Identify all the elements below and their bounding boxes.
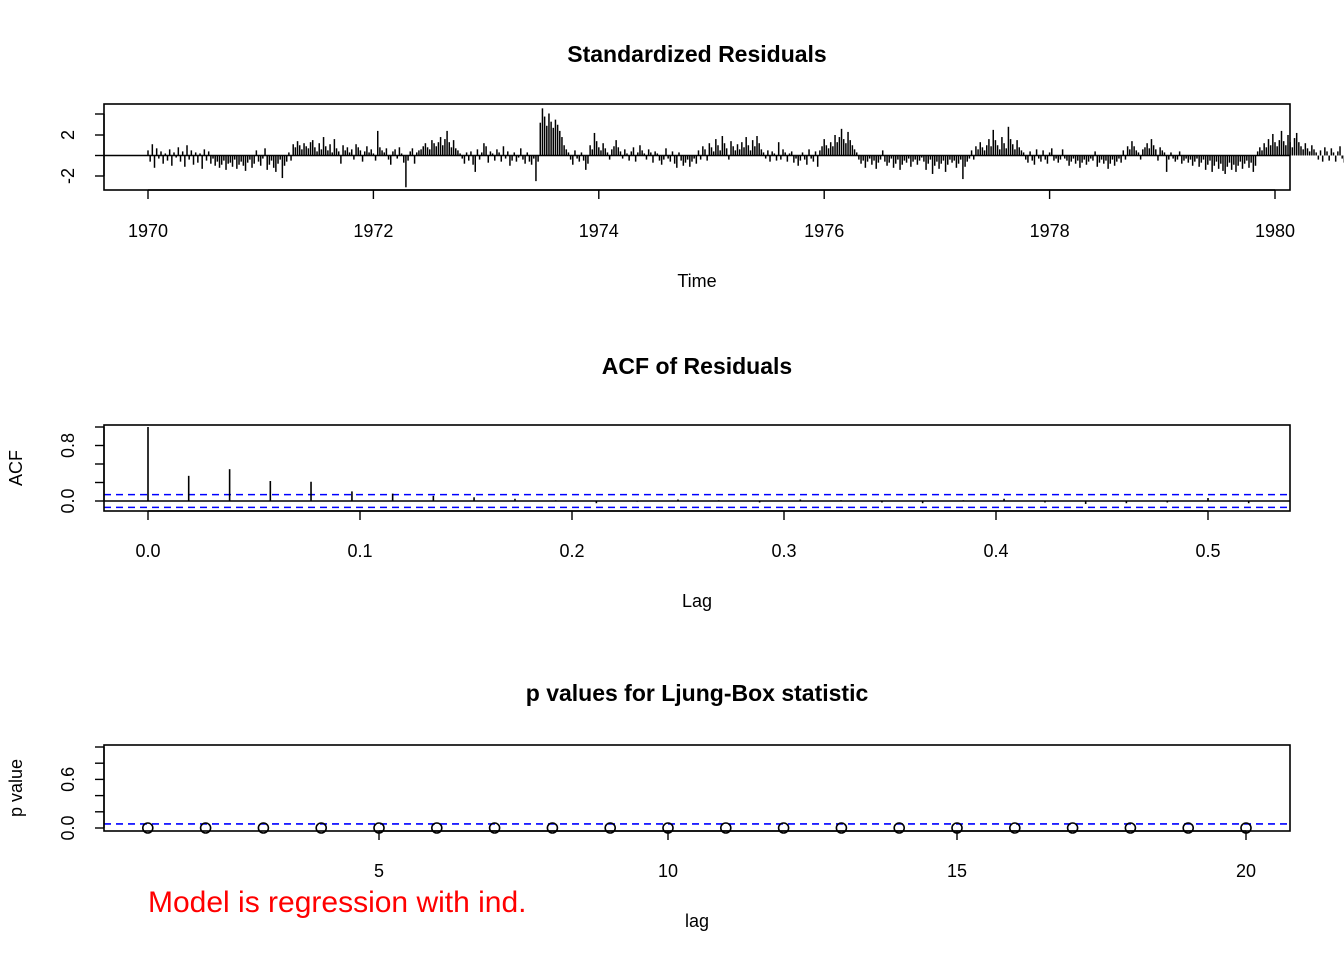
residuals-x-axis: 1970 1972 1974 1976 1978 1980 xyxy=(128,189,1295,241)
residuals-y-axis: 2 -2 xyxy=(58,113,105,184)
p-value-point xyxy=(777,822,790,834)
residuals-panel: Standardized Residuals 1970 1972 1974 19… xyxy=(58,41,1344,291)
residuals-x-tick-label: 1978 xyxy=(1030,221,1070,241)
ljung-box-y-label: p value xyxy=(6,759,26,817)
p-value-point xyxy=(257,822,270,834)
acf-y-tick-label: 0.0 xyxy=(58,488,78,513)
residuals-title: Standardized Residuals xyxy=(567,41,826,67)
p-value-point xyxy=(1008,822,1021,834)
acf-y-tick-label: 0.8 xyxy=(58,433,78,458)
p-value-point xyxy=(199,822,212,834)
ljung-box-x-tick-label: 15 xyxy=(947,861,967,881)
acf-x-label: Lag xyxy=(682,591,712,611)
acf-plot-box xyxy=(103,424,1291,512)
ljung-box-points xyxy=(104,822,1290,834)
residuals-x-label: Time xyxy=(677,271,716,291)
ljung-box-y-tick-label: 0.0 xyxy=(58,815,78,840)
residuals-x-tick-label: 1976 xyxy=(804,221,844,241)
acf-x-tick-label: 0.5 xyxy=(1195,541,1220,561)
p-value-point xyxy=(315,822,328,834)
p-value-point xyxy=(430,822,443,834)
ljung-box-x-tick-label: 20 xyxy=(1236,861,1256,881)
ljung-box-x-axis: 5 10 15 20 xyxy=(374,830,1256,881)
ljung-box-y-axis: 0.6 0.0 xyxy=(58,746,105,841)
ljung-box-panel: p values for Ljung-Box statistic 5 10 15… xyxy=(6,680,1291,931)
ljung-box-x-tick-label: 10 xyxy=(658,861,678,881)
residuals-bars xyxy=(147,108,1344,188)
acf-x-tick-label: 0.1 xyxy=(347,541,372,561)
ljung-box-title: p values for Ljung-Box statistic xyxy=(526,680,869,706)
ljung-box-plot-box xyxy=(103,744,1291,832)
p-value-point xyxy=(546,822,559,834)
p-value-point xyxy=(604,822,617,834)
acf-panel: ACF of Residuals 0.0 0.1 0.2 0.3 0.4 0.5… xyxy=(6,353,1291,611)
residuals-x-tick-label: 1970 xyxy=(128,221,168,241)
p-value-point xyxy=(1182,822,1194,834)
residuals-y-tick-label: -2 xyxy=(58,168,78,184)
p-value-point xyxy=(719,822,732,834)
ljung-box-y-tick-label: 0.6 xyxy=(58,767,78,792)
p-value-point xyxy=(488,822,501,834)
ljung-box-x-tick-label: 5 xyxy=(374,861,384,881)
residuals-x-tick-label: 1972 xyxy=(353,221,393,241)
acf-y-axis: 0.8 0.0 xyxy=(58,426,105,514)
acf-x-tick-label: 0.0 xyxy=(135,541,160,561)
residuals-y-tick-label: 2 xyxy=(58,130,78,140)
p-value-point xyxy=(893,822,906,834)
acf-title: ACF of Residuals xyxy=(602,353,792,379)
p-value-point xyxy=(1124,822,1137,834)
residuals-x-tick-label: 1980 xyxy=(1255,221,1295,241)
acf-y-label: ACF xyxy=(6,450,26,486)
model-note: Model is regression with ind. xyxy=(148,886,527,919)
p-value-point xyxy=(142,822,154,834)
ljung-box-x-label: lag xyxy=(685,911,709,931)
acf-x-tick-label: 0.3 xyxy=(771,541,796,561)
residuals-x-tick-label: 1974 xyxy=(579,221,619,241)
acf-spikes xyxy=(104,427,1290,509)
p-value-point xyxy=(1066,822,1079,834)
acf-x-tick-label: 0.4 xyxy=(983,541,1008,561)
p-value-point xyxy=(835,822,848,834)
acf-x-axis: 0.0 0.1 0.2 0.3 0.4 0.5 xyxy=(135,510,1221,561)
acf-x-tick-label: 0.2 xyxy=(559,541,584,561)
